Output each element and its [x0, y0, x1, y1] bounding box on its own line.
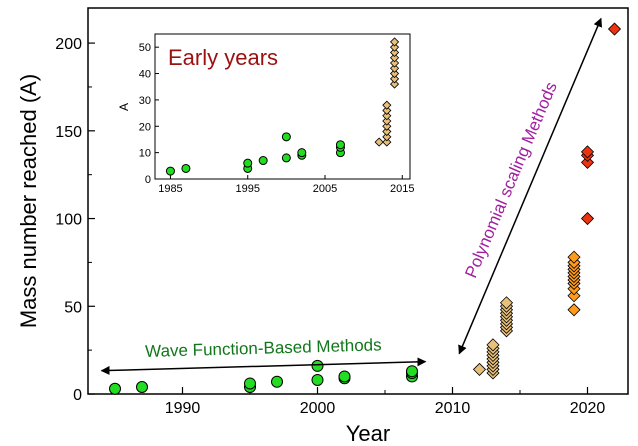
inset-plot-frame [154, 33, 411, 180]
inset-x-tick-label: 1995 [235, 183, 259, 195]
data-point [136, 380, 148, 393]
data-point [389, 79, 400, 89]
data-point [567, 303, 581, 317]
data-point [389, 42, 400, 52]
data-point [382, 126, 392, 137]
data-point [165, 166, 175, 176]
y-axis-title: Mass number reached (A) [16, 74, 41, 328]
inset-y-axis-title: A [117, 103, 131, 111]
x-axis-title: Year [346, 421, 390, 446]
data-point [109, 382, 121, 395]
inset-x-tick-label: 2015 [390, 183, 414, 195]
data-point [389, 74, 400, 84]
data-point [281, 153, 291, 163]
data-point [382, 116, 392, 126]
data-point [389, 63, 400, 73]
data-point [580, 211, 595, 226]
data-point [389, 53, 400, 63]
inset-y-tick-label: 40 [139, 69, 151, 81]
polynomial-label: Polynomial scaling Methods [461, 79, 561, 280]
inset-axis-ticks: 1985 1995 2005 2015 0 10 20 30 40 50 [139, 42, 415, 195]
data-point [311, 373, 324, 386]
inset-y-tick-label: 50 [139, 42, 151, 54]
x-tick-label: 2000 [300, 400, 336, 417]
x-tick-label: 1990 [165, 400, 201, 417]
data-point [389, 37, 400, 47]
wave-function-label: Wave Function-Based Methods [145, 335, 382, 361]
data-point [607, 22, 622, 36]
data-point [271, 375, 283, 388]
y-tick-label: 50 [64, 299, 82, 316]
data-point [281, 132, 291, 142]
inset-x-tick-label: 1985 [158, 183, 182, 195]
x-tick-label: 2020 [570, 400, 606, 417]
data-point [389, 58, 400, 68]
data-point [243, 158, 253, 168]
data-point [389, 47, 400, 58]
data-point [258, 156, 268, 166]
y-tick-label: 100 [55, 212, 82, 229]
x-tick-label: 2010 [435, 400, 471, 417]
data-point [382, 121, 392, 131]
data-point [382, 132, 392, 142]
polynomial-arrow [458, 17, 602, 355]
inset-data-points [165, 37, 400, 176]
inset-y-tick-label: 0 [145, 174, 151, 186]
data-point [382, 137, 392, 147]
data-point [244, 377, 256, 390]
inset-x-tick-label: 2005 [313, 183, 337, 195]
data-point [374, 137, 384, 147]
data-point [389, 68, 400, 79]
data-point [311, 359, 324, 372]
data-point [297, 148, 307, 158]
data-point [338, 370, 351, 383]
inset-y-tick-label: 10 [139, 148, 151, 160]
wave-function-arrow [100, 357, 427, 375]
data-point [382, 100, 392, 110]
y-tick-label: 0 [73, 387, 82, 404]
y-tick-label: 200 [55, 36, 82, 53]
inset-title: Early years [168, 45, 278, 70]
data-point [382, 111, 392, 121]
main-plot-frame [87, 7, 629, 395]
inset-y-tick-label: 20 [139, 121, 151, 133]
data-point [472, 362, 487, 377]
data-point [382, 105, 392, 116]
data-point [335, 140, 345, 150]
y-tick-label: 150 [55, 124, 82, 141]
inset-y-tick-label: 30 [139, 95, 151, 107]
data-point [181, 163, 191, 173]
data-point [406, 365, 418, 378]
